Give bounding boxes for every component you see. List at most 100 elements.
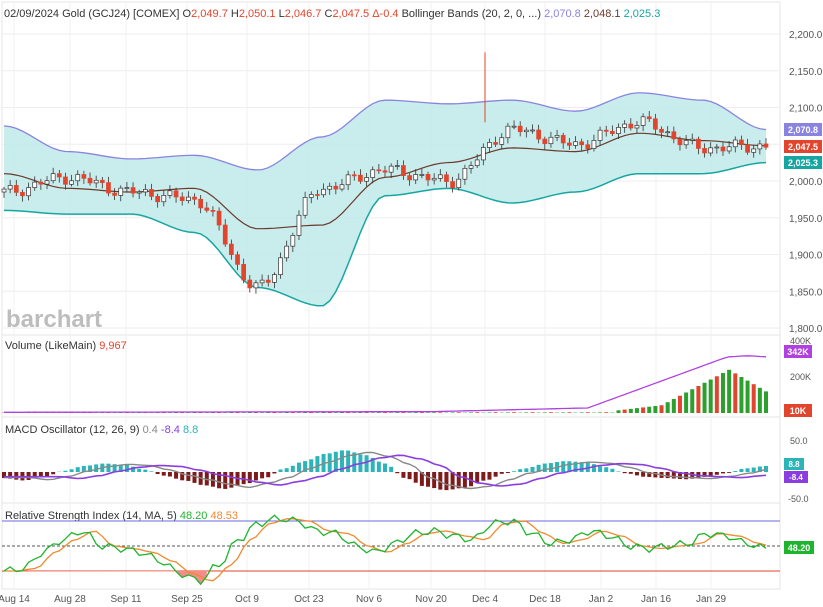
date-axis-label: Nov 6: [356, 594, 383, 605]
candle-body: [696, 138, 701, 149]
price-axis: 2,200.02,150.02,100.02,050.02,000.01,950…: [789, 30, 823, 335]
candle-body: [161, 195, 167, 203]
volume-bar: [604, 412, 609, 413]
candle-body: [124, 187, 130, 189]
candle-body: [474, 159, 480, 166]
volume-bar: [487, 412, 492, 413]
macd-histogram-bar: [260, 472, 265, 479]
candle-body: [7, 185, 13, 190]
candle-body: [487, 142, 492, 148]
candle-body: [321, 188, 326, 196]
price-axis-label: 2,200.0: [789, 30, 823, 41]
macd-histogram-bar: [733, 471, 738, 472]
candle-body: [142, 189, 148, 193]
candle-body: [204, 207, 210, 211]
candle-body: [739, 139, 744, 146]
volume-bar: [548, 412, 553, 413]
macd-histogram-bar: [407, 472, 412, 480]
macd-histogram-bar: [112, 464, 117, 472]
volume-bar: [739, 377, 744, 413]
candle-body: [597, 129, 603, 141]
candle-body: [548, 136, 554, 145]
candle-body: [222, 224, 228, 245]
macd-histogram-bar: [585, 462, 590, 472]
volume-bar: [450, 412, 455, 413]
volume-bar: [628, 408, 633, 413]
candle-body: [653, 118, 658, 130]
macd-histogram-bar: [2, 472, 6, 479]
volume-bar: [210, 412, 215, 413]
volume-bar: [321, 412, 326, 413]
macd-histogram-bar: [241, 472, 246, 485]
macd-histogram-bar: [542, 463, 547, 472]
macd-histogram-bar: [512, 471, 517, 472]
volume-bar: [290, 412, 295, 413]
macd-histogram-bar: [63, 470, 68, 472]
volume-bar: [395, 412, 400, 413]
candle-body: [437, 174, 443, 179]
volume-bar: [671, 398, 676, 413]
candle-body: [456, 178, 462, 188]
candle-body: [345, 174, 351, 186]
macd-histogram-bar: [444, 472, 449, 491]
volume-bar: [616, 410, 621, 413]
macd-histogram-bar: [247, 472, 252, 484]
candle-body: [290, 235, 296, 247]
macd-histogram-bar: [751, 467, 756, 472]
volume-bar: [530, 412, 535, 413]
macd-histogram-bar: [469, 472, 474, 487]
candle-body: [26, 187, 31, 197]
macd-histogram-bar: [561, 461, 566, 472]
macd-histogram-bar: [720, 472, 725, 474]
macd-histogram-bar: [745, 468, 750, 472]
candle-body: [241, 264, 247, 281]
candle-body: [757, 143, 763, 150]
volume-bar: [364, 412, 369, 413]
volume-bar: [641, 407, 646, 413]
macd-histogram-bar: [32, 472, 37, 479]
macd-histogram-bar: [284, 468, 289, 472]
candle-body: [296, 214, 302, 236]
volume-bar: [764, 391, 768, 413]
volume-bar: [757, 387, 762, 413]
price-tag-lower: 2,025.3: [784, 156, 822, 169]
candle-body: [462, 168, 468, 180]
volume-bar: [456, 412, 461, 413]
macd-histogram-bar: [376, 461, 381, 472]
candle-body: [308, 194, 314, 198]
candle-body: [130, 187, 136, 194]
macd-histogram-bar: [192, 472, 197, 483]
candle-body: [38, 181, 44, 185]
candle-body: [106, 182, 111, 194]
macd-histogram-bar: [161, 472, 166, 476]
volume-bar: [229, 412, 234, 413]
macd-histogram-bar: [69, 469, 74, 472]
candle-body: [425, 174, 431, 181]
volume-bar: [647, 406, 652, 413]
macd-histogram-bar: [296, 462, 301, 472]
candle-body: [511, 125, 517, 128]
candle-body: [44, 180, 50, 185]
date-axis-label: Jan 2: [589, 594, 614, 605]
macd-histogram-bar: [764, 465, 768, 472]
candle-body: [198, 198, 203, 209]
candle-body: [272, 274, 277, 283]
macd-histogram-bar: [641, 472, 646, 477]
macd-histogram-bar: [155, 472, 160, 475]
svg-text:10K: 10K: [790, 406, 807, 416]
candle-body: [339, 184, 345, 190]
price-axis-label: 1,800.0: [789, 324, 823, 335]
svg-text:2,047.5: 2,047.5: [788, 142, 818, 152]
date-axis-label: Aug 14: [0, 594, 30, 605]
macd-histogram-bar: [38, 472, 43, 478]
macd-histogram-bar: [346, 450, 351, 472]
macd-histogram-bar: [94, 464, 99, 472]
candle-body: [407, 175, 412, 181]
candle-body: [32, 181, 38, 188]
macd-histogram-bar: [88, 465, 93, 472]
volume-bar: [659, 405, 664, 413]
candle-body: [327, 185, 333, 190]
candle-body: [640, 116, 646, 126]
macd-histogram-bar: [364, 455, 369, 472]
